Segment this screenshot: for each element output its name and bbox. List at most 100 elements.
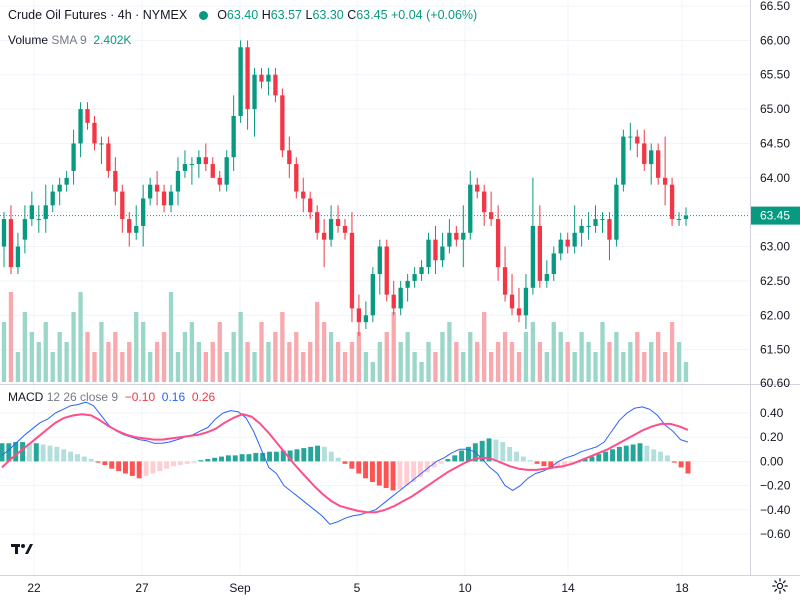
volume-bar (189, 322, 195, 382)
volume-bar (384, 332, 389, 382)
candle-body (516, 308, 522, 316)
candle-body (106, 143, 111, 171)
volume-bar (628, 342, 633, 382)
volume-bar (537, 342, 543, 382)
volume-bar (127, 342, 132, 382)
volume-bars (1, 292, 689, 382)
candle-body (398, 287, 403, 309)
candle-body (495, 219, 501, 268)
macd-histogram-bar (253, 452, 259, 462)
macd-tick-label: −0.60 (760, 527, 791, 541)
macd-histogram-bar (520, 456, 526, 462)
macd-histogram-bar (20, 442, 26, 462)
volume-bar (676, 342, 682, 382)
macd-histogram-bar (383, 461, 389, 489)
candle-body (391, 294, 396, 309)
candle-body (683, 215, 689, 220)
volume-bar (377, 342, 382, 382)
macd-histogram-bar (493, 439, 499, 462)
volume-bar (607, 342, 612, 382)
macd-histogram-bar (81, 456, 87, 462)
volume-legend[interactable]: Volume SMA 9 2.402K (8, 33, 131, 47)
volume-bar (154, 342, 160, 382)
macd-histogram-bar (562, 461, 567, 467)
candle-body (50, 191, 55, 206)
macd-histogram-bar (171, 461, 176, 467)
volume-bar (147, 352, 153, 382)
macd-tick-label: 0.20 (760, 430, 784, 444)
candle-body (530, 225, 536, 288)
macd-histogram-bar (376, 461, 382, 486)
macd-histogram-bar (390, 461, 396, 491)
volume-bar (662, 352, 668, 382)
symbol-title[interactable]: Crude Oil Futures · 4h · NYMEX (8, 8, 188, 22)
price-tick-label: 62.00 (760, 308, 790, 322)
macd-histogram-bar (637, 443, 643, 462)
candle-body (537, 225, 543, 281)
candle-body (342, 225, 348, 233)
volume-bar (321, 322, 327, 382)
change-value: +0.04 (+0.06%) (391, 8, 478, 22)
close-label: C (347, 8, 357, 22)
candle-body (440, 246, 445, 261)
volume-bar (586, 342, 591, 382)
volume-bar (565, 342, 570, 382)
candle-body (203, 157, 208, 165)
macd-histogram-bar (589, 456, 595, 462)
macd-tick-label: −0.40 (760, 503, 791, 517)
macd-histogram-bar (109, 461, 115, 469)
volume-bar (287, 342, 292, 382)
volume-bar (141, 322, 146, 382)
macd-histogram-bar (685, 461, 691, 474)
volume-bar (245, 342, 250, 382)
candle-body (377, 246, 382, 275)
tradingview-logo-icon[interactable] (8, 538, 38, 560)
macd-histogram-bar (150, 461, 156, 474)
candle-body (43, 205, 48, 220)
macd-histogram-bar (644, 445, 650, 462)
candle-body (57, 184, 62, 192)
candle-body (565, 239, 570, 247)
macd-histogram-bar (116, 461, 122, 472)
symbol-legend: Crude Oil Futures · 4h · NYMEX O63.40 H6… (8, 8, 477, 22)
macd-histogram-bar (308, 446, 314, 462)
macd-histogram-bar (225, 455, 231, 462)
candle-body (315, 212, 320, 233)
candle-body (370, 274, 375, 316)
candles (1, 40, 689, 336)
candle-body (523, 287, 529, 316)
candle-body (676, 219, 682, 221)
candle-body (544, 274, 549, 281)
macd-histogram-bar (164, 461, 170, 469)
candle-body (29, 205, 34, 220)
macd-histogram-bar (315, 445, 321, 462)
macd-histogram-bar (123, 461, 128, 474)
price-tick-label: 61.50 (760, 343, 790, 357)
volume-bar (231, 332, 236, 382)
open-label: O (217, 8, 227, 22)
volume-bar (398, 342, 403, 382)
candle-body (349, 232, 355, 309)
macd-histogram-bar (102, 461, 108, 466)
settings-gear-icon[interactable] (772, 578, 788, 594)
candle-body (161, 191, 167, 206)
macd-histogram-bar (68, 451, 74, 462)
candle-body (614, 184, 619, 240)
macd-legend[interactable]: MACD 12 26 close 9 −0.10 0.16 0.26 (8, 390, 215, 404)
macd-histogram-bar (61, 449, 67, 462)
macd-histogram (0, 438, 691, 491)
volume-bar (495, 342, 501, 382)
macd-histogram-bar (191, 461, 197, 463)
candle-body (656, 150, 661, 178)
macd-histogram-bar (47, 445, 53, 462)
candle-body (356, 308, 362, 323)
candle-body (454, 232, 459, 240)
macd-histogram-bar (205, 458, 211, 462)
macd-histogram-bar (212, 457, 218, 462)
volume-bar (349, 342, 355, 382)
low-value: 63.30 (312, 8, 344, 22)
candle-body (71, 143, 76, 171)
candle-body (482, 191, 487, 213)
candle-body (461, 232, 466, 240)
